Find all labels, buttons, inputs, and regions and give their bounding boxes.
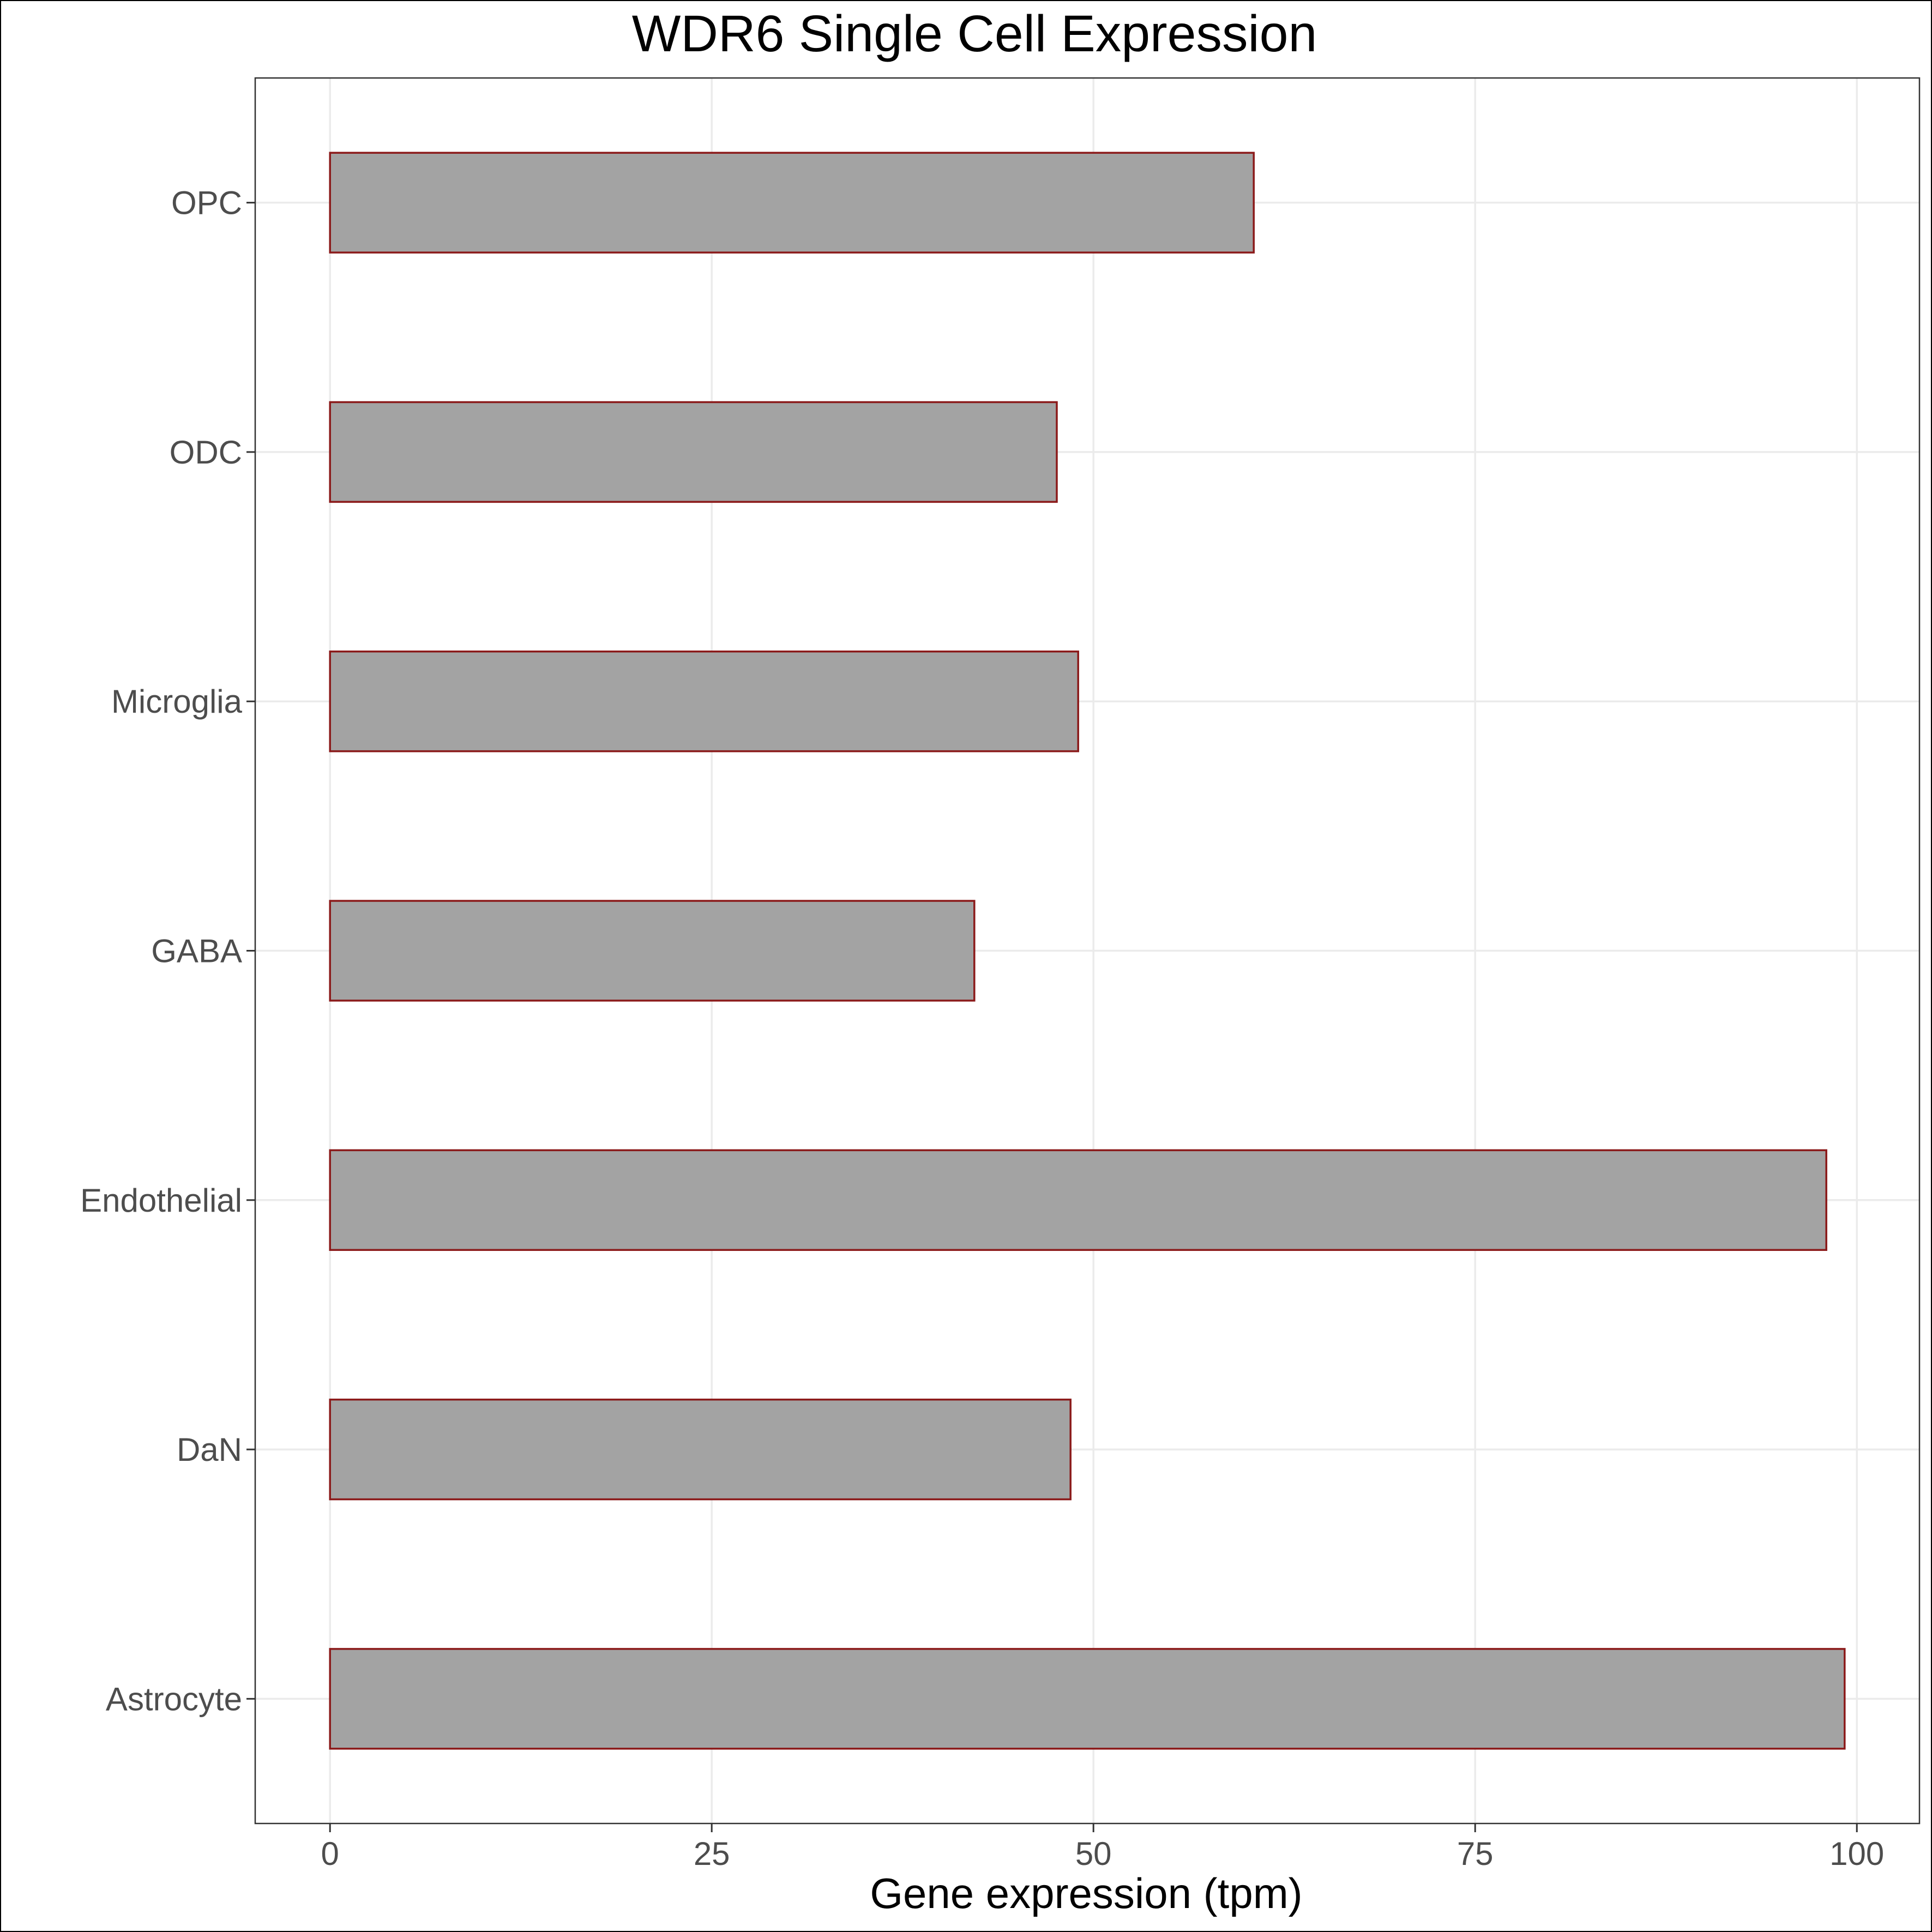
x-axis-label: Gene expression (tpm)	[870, 1869, 1302, 1917]
x-tick-label: 25	[694, 1835, 730, 1872]
y-tick-label: Astrocyte	[106, 1681, 242, 1717]
bar-microglia	[329, 651, 1079, 753]
y-tick-label: Microglia	[111, 683, 243, 720]
y-tick-label: Endothelial	[80, 1182, 242, 1219]
y-tick-label: DaN	[177, 1431, 242, 1468]
bar-gaba	[329, 900, 976, 1002]
x-tick-label: 0	[321, 1835, 339, 1872]
bar-astrocyte	[329, 1648, 1846, 1750]
bars	[329, 152, 1846, 1750]
bar-endothelial	[329, 1149, 1827, 1251]
bar-odc	[329, 401, 1058, 503]
chart-title: WDR6 Single Cell Expression	[632, 5, 1317, 63]
y-tick-label: ODC	[170, 434, 242, 471]
y-axis: Astrocyte DaN Endothelial GABA Microglia ODC O…	[80, 185, 255, 1717]
x-tick-label: 50	[1075, 1835, 1112, 1872]
y-tick-label: GABA	[151, 933, 242, 970]
y-tick-label: OPC	[171, 185, 242, 221]
x-tick-label: 75	[1457, 1835, 1494, 1872]
bar-opc	[329, 152, 1255, 254]
x-axis: 0 25 50 75 100	[321, 1823, 1884, 1872]
bar-dan	[329, 1398, 1072, 1501]
x-tick-label: 100	[1829, 1835, 1884, 1872]
